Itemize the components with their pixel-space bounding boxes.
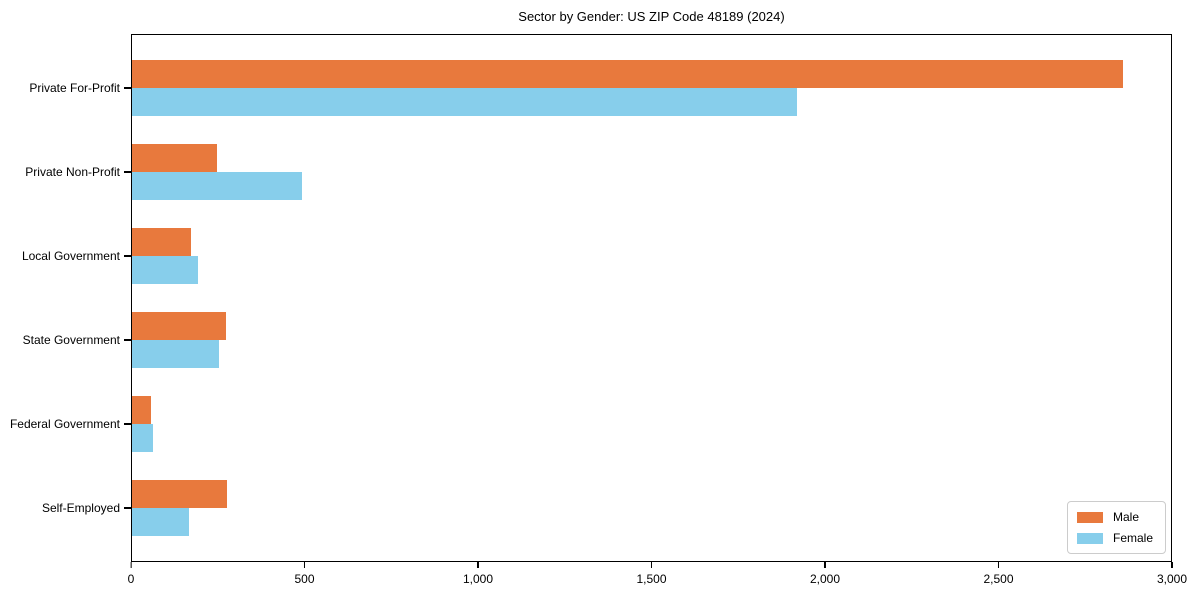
y-tick-mark [123, 339, 131, 341]
x-tick: 2,000 [810, 562, 840, 586]
x-tick-mark [650, 562, 653, 568]
bar-female [132, 256, 198, 284]
category-label: Self-Employed [41, 501, 120, 515]
x-tick: 500 [294, 562, 315, 586]
legend-item-female: Female [1076, 531, 1153, 545]
bar-male [132, 480, 228, 508]
x-tick-mark [130, 562, 132, 568]
x-tick-mark [477, 562, 479, 568]
legend-label: Male [1112, 510, 1139, 524]
x-tick-label: 500 [294, 572, 315, 586]
bar-group: Federal Government [10, 382, 1171, 466]
x-tick-label: 1,000 [462, 572, 494, 586]
y-tick-mark [123, 87, 131, 89]
legend: Male Female [1066, 501, 1166, 554]
x-axis-ticks: 0 500 1,000 1,500 2,000 2,500 3,000 [127, 562, 1187, 592]
bar-female [132, 172, 302, 200]
y-tick-mark [123, 423, 131, 425]
chart-title: Sector by Gender: US ZIP Code 48189 (202… [518, 9, 785, 24]
legend-swatch-male [1076, 511, 1103, 523]
x-tick-mark [997, 562, 1000, 568]
x-tick-label: 1,500 [636, 572, 667, 586]
category-label: Local Government [21, 249, 120, 263]
x-tick: 1,000 [463, 562, 493, 586]
x-tick-mark [303, 562, 306, 568]
bar-group: Private For-Profit [29, 46, 1171, 130]
bar-group: State Government [23, 298, 1171, 382]
bar-female [132, 340, 219, 368]
category-label: Federal Government [9, 417, 120, 431]
x-tick: 0 [127, 562, 135, 586]
x-tick-label: 0 [127, 572, 135, 586]
category-label: Private Non-Profit [25, 165, 120, 179]
legend-item-male: Male [1076, 510, 1153, 524]
bar-male [132, 312, 226, 340]
bar-male [132, 60, 1123, 88]
bar-group: Self-Employed [42, 466, 1171, 550]
plot-area: Private For-Profit Private Non-Profit Loca… [10, 34, 1172, 562]
bar-female [132, 508, 190, 536]
x-tick-label: 2,000 [809, 572, 841, 586]
bar-male [132, 144, 217, 172]
legend-swatch-female [1076, 532, 1103, 544]
x-tick-mark [824, 562, 826, 568]
bar-female [132, 424, 153, 452]
bar-male [132, 228, 191, 256]
bar-female [132, 88, 797, 116]
y-tick-mark [123, 171, 131, 173]
x-tick-mark [1171, 562, 1173, 568]
bar-group: Local Government [22, 214, 1171, 298]
legend-label: Female [1112, 531, 1153, 545]
x-tick-label: 3,000 [1156, 572, 1188, 586]
x-tick-label: 2,500 [983, 572, 1014, 586]
bar-group: Private Non-Profit [25, 130, 1171, 214]
y-tick-mark [123, 255, 131, 257]
x-tick: 1,500 [636, 562, 667, 586]
bar-male [132, 396, 152, 424]
category-label: State Government [22, 333, 120, 347]
bar-groups: Private For-Profit Private Non-Profit Loca… [10, 35, 1171, 561]
y-tick-mark [123, 507, 131, 509]
x-tick: 2,500 [983, 562, 1014, 586]
category-label: Private For-Profit [29, 81, 120, 95]
x-tick: 3,000 [1157, 562, 1187, 586]
